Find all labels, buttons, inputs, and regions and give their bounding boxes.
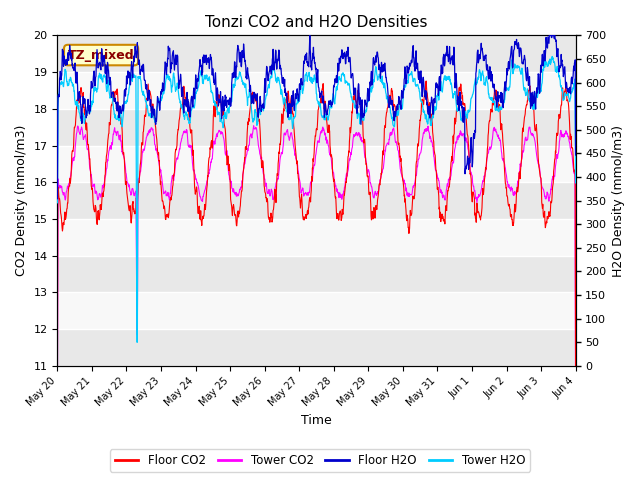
Bar xyxy=(58,329,575,366)
Bar xyxy=(58,109,575,145)
Legend: Floor CO2, Tower CO2, Floor H2O, Tower H2O: Floor CO2, Tower CO2, Floor H2O, Tower H… xyxy=(110,449,530,472)
Text: TZ_mixed: TZ_mixed xyxy=(68,48,134,61)
Bar xyxy=(58,182,575,219)
Y-axis label: H2O Density (mmol/m3): H2O Density (mmol/m3) xyxy=(612,125,625,276)
Bar xyxy=(58,72,575,109)
X-axis label: Time: Time xyxy=(301,414,332,427)
Title: Tonzi CO2 and H2O Densities: Tonzi CO2 and H2O Densities xyxy=(205,15,428,30)
Bar xyxy=(58,219,575,256)
Bar xyxy=(58,36,575,72)
Y-axis label: CO2 Density (mmol/m3): CO2 Density (mmol/m3) xyxy=(15,125,28,276)
Bar xyxy=(58,145,575,182)
Bar xyxy=(58,292,575,329)
Bar xyxy=(58,256,575,292)
